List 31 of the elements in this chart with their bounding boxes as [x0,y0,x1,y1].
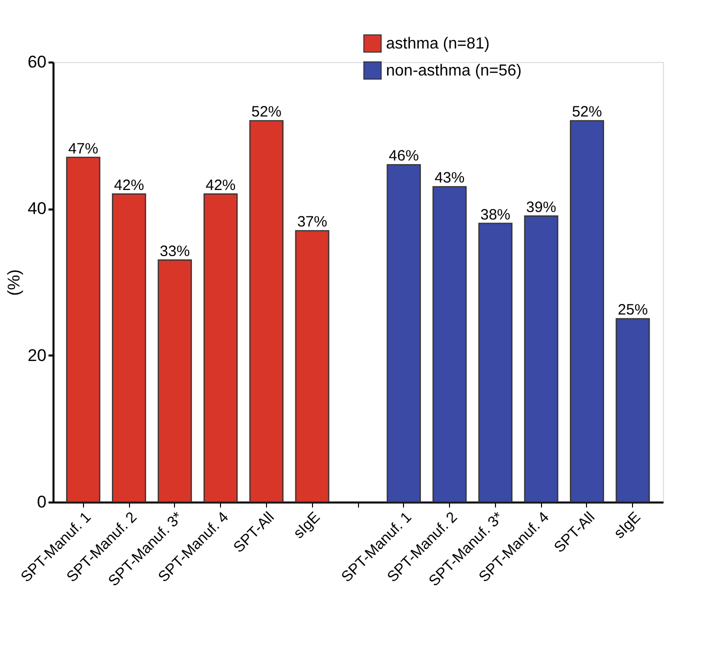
bar [204,193,238,503]
data-label: 52% [572,104,602,121]
y-tick-label: 40 [28,199,46,218]
bar [112,193,146,503]
legend-label: asthma (n=81) [386,36,490,52]
data-label: 43% [434,170,465,187]
data-label: 33% [160,243,190,260]
bar [386,164,421,503]
y-tick-label: 60 [28,52,46,72]
bar [616,318,650,503]
data-label: 42% [114,177,144,194]
y-axis-title: (%) [4,269,24,296]
data-label: 42% [206,177,236,194]
bar [570,120,604,503]
bar [432,186,467,503]
bar [66,156,100,503]
bar [524,215,558,503]
legend-label: non-asthma (n=56) [386,62,522,80]
data-label: 25% [618,302,648,319]
data-label: 37% [297,214,328,231]
bar [295,230,330,503]
bar [478,222,512,503]
y-tick-label: 0 [37,492,46,512]
data-label: 52% [251,104,282,121]
y-tick-label: 20 [28,346,46,365]
bar [158,259,192,503]
data-label: 38% [480,206,510,224]
data-label: 46% [388,148,419,165]
bar [249,120,284,503]
data-label: 39% [526,199,556,216]
data-label: 47% [68,140,98,158]
